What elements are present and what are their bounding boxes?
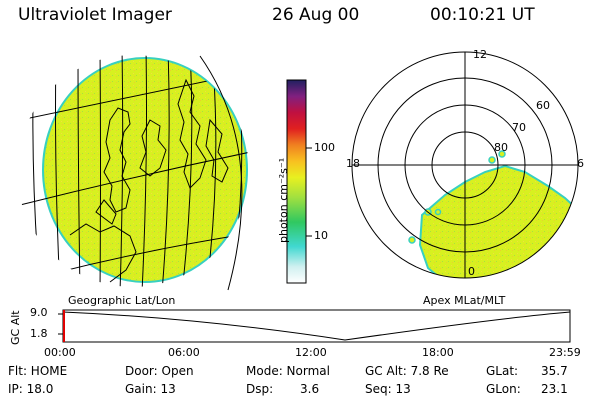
colorbar-tick-10: 10 <box>314 229 328 242</box>
mlt-label-0: 0 <box>468 265 475 278</box>
timeline-ytick-9: 9.0 <box>30 306 48 319</box>
color-bar <box>286 79 312 284</box>
instrument-title: Ultraviolet Imager <box>18 5 172 25</box>
timeline-xtick-1800: 18:00 <box>422 346 454 359</box>
timeline-xtick-2359: 23:59 <box>549 346 581 359</box>
timeline-xtick-1200: 12:00 <box>295 346 327 359</box>
status-dsp-value: 3.6 <box>300 382 320 396</box>
timeline-xtick-0000: 00:00 <box>44 346 76 359</box>
status-mode: Mode: Normal <box>246 364 330 378</box>
colorbar-tick-100: 100 <box>314 141 335 154</box>
status-ip: IP: 18.0 <box>8 382 54 396</box>
lat-label-80: 80 <box>494 141 508 154</box>
status-gain: Gain: 13 <box>125 382 176 396</box>
status-flight: Flt: HOME <box>8 364 68 378</box>
timeline-ylabel: GC Alt <box>9 310 22 345</box>
mlt-label-12: 12 <box>473 48 487 61</box>
lat-label-70: 70 <box>512 121 526 134</box>
status-dsp-label: Dsp: <box>246 382 274 396</box>
colorbar-unit-label: photon cm⁻²s⁻¹ <box>277 157 290 243</box>
status-door: Door: Open <box>125 364 194 378</box>
polar-plot <box>351 51 579 279</box>
lat-label-60: 60 <box>536 99 550 112</box>
timeline-xtick-0600: 06:00 <box>168 346 200 359</box>
mlt-label-18: 18 <box>346 157 360 170</box>
status-glon-value: 23.1 <box>541 382 568 396</box>
status-glat-label: GLat: <box>486 364 519 378</box>
status-seq: Seq: 13 <box>365 382 411 396</box>
status-glat-value: 35.7 <box>541 364 568 378</box>
timeline-plot <box>58 309 571 343</box>
mlt-label-6: 6 <box>577 157 584 170</box>
time-marker <box>63 310 65 342</box>
time-label: 00:10:21 UT <box>430 5 535 25</box>
date-label: 26 Aug 00 <box>272 5 360 25</box>
status-glon-label: GLon: <box>486 382 521 396</box>
timeline-ytick-1: 1.8 <box>30 327 48 340</box>
status-gc-alt: GC Alt: 7.8 Re <box>365 364 449 378</box>
polar-caption: Apex MLat/MLT <box>423 294 506 307</box>
geo-caption: Geographic Lat/Lon <box>68 294 176 307</box>
geographic-map <box>19 55 249 291</box>
